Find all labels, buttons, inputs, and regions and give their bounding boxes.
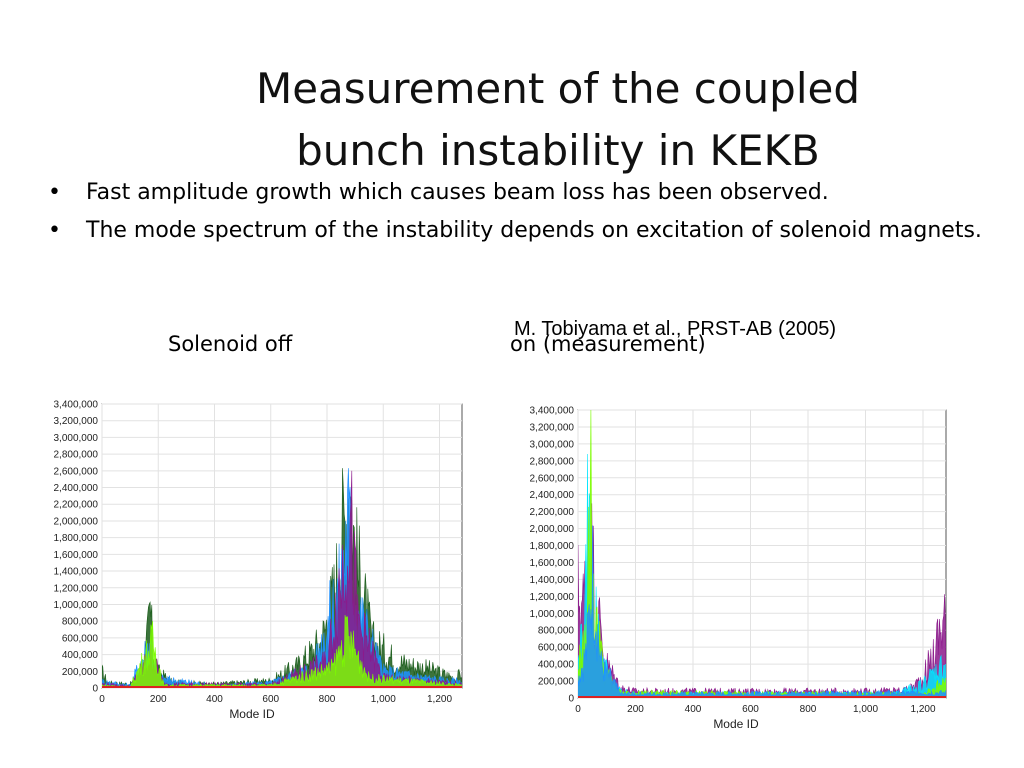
bullet-dot: • bbox=[48, 180, 61, 205]
y-tick-label: 1,200,000 bbox=[54, 583, 99, 594]
y-tick-label: 3,200,000 bbox=[530, 422, 575, 433]
x-tick-label: 400 bbox=[685, 704, 702, 715]
y-tick-label: 1,800,000 bbox=[54, 533, 99, 544]
x-tick-label: 0 bbox=[99, 694, 105, 705]
y-tick-label: 1,400,000 bbox=[530, 575, 575, 586]
y-tick-label: 3,000,000 bbox=[54, 433, 99, 444]
chart-solenoid-off: 0 200,000 400,000 600,000 800,000 1,000,000 1,… bbox=[54, 400, 463, 721]
y-tick-label: 1,800,000 bbox=[530, 541, 575, 552]
title-line-1: Measurement of the coupled bbox=[255, 64, 861, 113]
series-area bbox=[102, 470, 462, 688]
bullet-text: The mode spectrum of the instability dep… bbox=[86, 218, 982, 243]
y-tick-label: 1,400,000 bbox=[54, 567, 99, 578]
y-tick-label: 600,000 bbox=[538, 643, 575, 654]
x-tick-label: 200 bbox=[627, 704, 644, 715]
plot-area bbox=[577, 409, 947, 699]
bullet-text: Fast amplitude growth which causes beam … bbox=[86, 180, 829, 205]
y-tick-label: 2,800,000 bbox=[530, 456, 575, 467]
y-tick-label: 1,200,000 bbox=[530, 592, 575, 603]
y-tick-label: 3,400,000 bbox=[530, 406, 575, 417]
chart-solenoid-on: 0 200,000 400,000 600,000 800,000 1,000,000 1,… bbox=[530, 406, 947, 731]
bullet-dot: • bbox=[48, 218, 61, 243]
bullet-item: • The mode spectrum of the instability d… bbox=[48, 216, 988, 246]
y-tick-label: 2,000,000 bbox=[54, 516, 99, 527]
y-tick-label: 3,200,000 bbox=[54, 416, 99, 427]
x-tick-label: 1,000 bbox=[371, 694, 396, 705]
y-tick-label: 1,000,000 bbox=[530, 609, 575, 620]
x-tick-label: 400 bbox=[206, 694, 223, 705]
y-tick-label: 2,000,000 bbox=[530, 524, 575, 535]
y-tick-label: 1,000,000 bbox=[54, 600, 99, 611]
series-area bbox=[102, 615, 462, 688]
title-line-2: bunch instability in KEKB bbox=[296, 126, 820, 175]
y-tick-label: 1,600,000 bbox=[530, 558, 575, 569]
y-tick-label: 2,600,000 bbox=[54, 466, 99, 477]
y-tick-label: 2,800,000 bbox=[54, 450, 99, 461]
y-tick-label: 400,000 bbox=[62, 650, 99, 661]
x-tick-label: 800 bbox=[800, 704, 817, 715]
citation: M. Tobiyama et al., PRST-AB (2005) bbox=[514, 318, 836, 340]
plot-area bbox=[101, 403, 463, 689]
y-tick-label: 600,000 bbox=[62, 633, 99, 644]
y-tick-label: 2,400,000 bbox=[54, 483, 99, 494]
x-tick-label: 600 bbox=[262, 694, 279, 705]
y-tick-label: 2,600,000 bbox=[530, 473, 575, 484]
y-tick-label: 800,000 bbox=[538, 626, 575, 637]
y-tick-label: 2,400,000 bbox=[530, 490, 575, 501]
y-tick-label: 2,200,000 bbox=[54, 500, 99, 511]
x-tick-label: 1,200 bbox=[427, 694, 452, 705]
y-tick-label: 200,000 bbox=[538, 677, 575, 688]
x-tick-label: 800 bbox=[319, 694, 336, 705]
series-area bbox=[578, 525, 946, 698]
y-tick-label: 2,200,000 bbox=[530, 507, 575, 518]
y-tick-label: 3,400,000 bbox=[54, 400, 99, 411]
y-tick-label: 0 bbox=[92, 684, 98, 695]
y-tick-label: 200,000 bbox=[62, 667, 99, 678]
slide-title: Measurement of the coupled bunch instabi… bbox=[140, 58, 976, 182]
y-tick-label: 0 bbox=[568, 694, 574, 705]
y-tick-label: 1,600,000 bbox=[54, 550, 99, 561]
x-tick-label: 0 bbox=[575, 704, 581, 715]
label-solenoid-off: Solenoid off bbox=[168, 332, 293, 356]
bullet-list: • Fast amplitude growth which causes bea… bbox=[48, 178, 988, 254]
x-axis-label: Mode ID bbox=[229, 707, 275, 721]
y-tick-label: 400,000 bbox=[538, 660, 575, 671]
y-tick-label: 800,000 bbox=[62, 617, 99, 628]
bullet-item: • Fast amplitude growth which causes bea… bbox=[48, 178, 988, 208]
label-solenoid-on: on (measurement) bbox=[510, 332, 706, 356]
x-axis-label: Mode ID bbox=[713, 717, 759, 731]
x-tick-label: 200 bbox=[150, 694, 167, 705]
x-tick-label: 600 bbox=[742, 704, 759, 715]
x-tick-label: 1,000 bbox=[853, 704, 878, 715]
x-tick-label: 1,200 bbox=[910, 704, 935, 715]
y-tick-label: 3,000,000 bbox=[530, 439, 575, 450]
